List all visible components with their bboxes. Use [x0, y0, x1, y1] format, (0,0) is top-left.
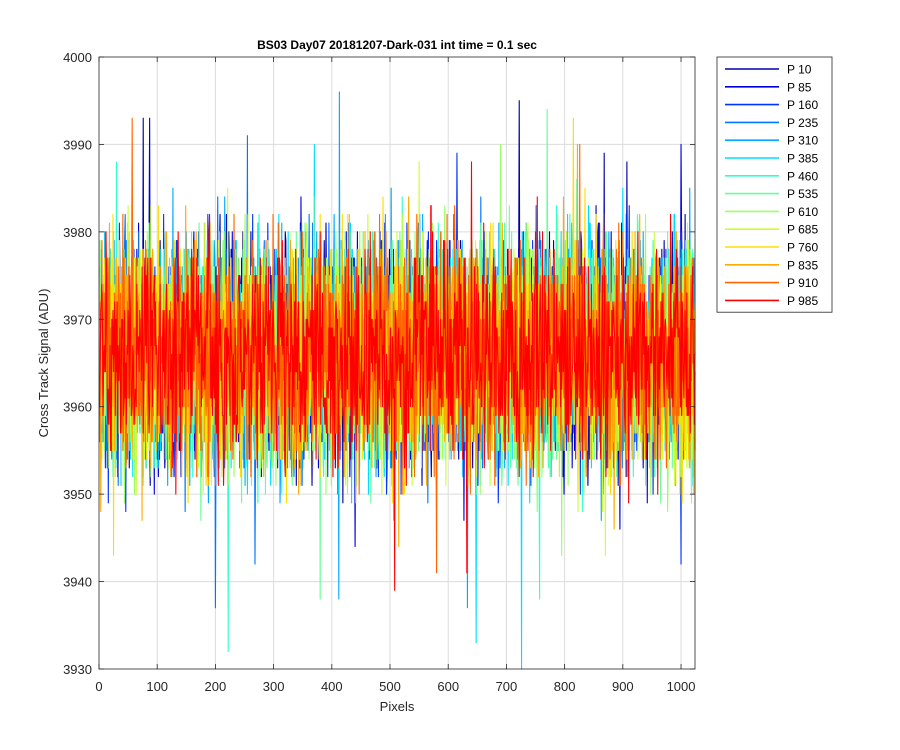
x-tick-label: 500 [379, 679, 401, 694]
legend-label: P 160 [787, 98, 818, 112]
legend-label: P 835 [787, 258, 818, 272]
y-axis-label: Cross Track Signal (ADU) [36, 289, 51, 438]
y-tick-label: 3960 [63, 400, 92, 415]
legend-label: P 310 [787, 134, 818, 148]
x-tick-label: 300 [263, 679, 285, 694]
x-tick-label: 1000 [667, 679, 696, 694]
y-tick-label: 3930 [63, 662, 92, 677]
y-tick-label: 4000 [63, 50, 92, 65]
axis-ticks: 0 100 200 300 400 500 600 700 800 900 1000 3930 3940… [63, 50, 695, 694]
y-tick-label: 3970 [63, 312, 92, 327]
legend-label: P 535 [787, 187, 818, 201]
legend-label: P 685 [787, 223, 818, 237]
series-line-p985 [99, 161, 696, 591]
series-layer [99, 91, 696, 670]
legend-label: P 85 [787, 80, 812, 94]
legend-label: P 10 [787, 63, 812, 77]
legend-box [716, 56, 833, 313]
x-tick-label: 900 [612, 679, 634, 694]
legend: P 10 P 85 P 160 P 235 P 310 P 385 P 460 P 535 P … [716, 56, 833, 313]
series-line-p760 [99, 117, 696, 556]
legend-label: P 460 [787, 169, 818, 183]
y-tick-label: 3980 [63, 225, 92, 240]
legend-label: P 610 [787, 205, 818, 219]
legend-label: P 760 [787, 241, 818, 255]
x-tick-label: 400 [321, 679, 343, 694]
x-tick-label: 200 [205, 679, 227, 694]
legend-label: P 385 [787, 152, 818, 166]
y-tick-label: 3990 [63, 137, 92, 152]
x-axis-label: Pixels [380, 699, 415, 714]
legend-label: P 985 [787, 294, 818, 308]
x-tick-label: 800 [554, 679, 576, 694]
legend-label: P 910 [787, 276, 818, 290]
legend-label: P 235 [787, 116, 818, 130]
x-tick-label: 600 [437, 679, 459, 694]
axes-box [98, 56, 696, 670]
y-tick-label: 3950 [63, 487, 92, 502]
y-tick-label: 3940 [63, 575, 92, 590]
x-tick-label: 0 [95, 679, 102, 694]
chart-title: BS03 Day07 20181207-Dark-031 int time = … [257, 38, 537, 52]
x-tick-label: 100 [146, 679, 168, 694]
x-tick-label: 700 [496, 679, 518, 694]
